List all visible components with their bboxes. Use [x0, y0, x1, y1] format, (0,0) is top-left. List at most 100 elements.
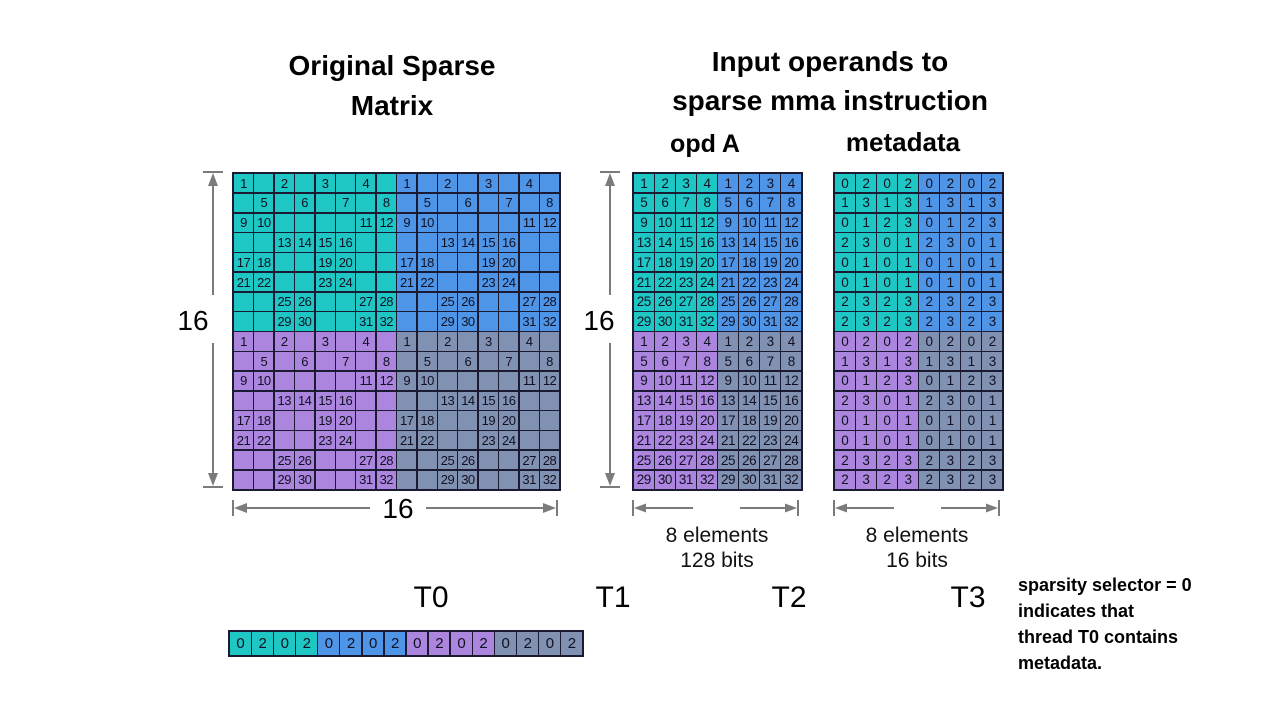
opd-a-cell: 19 — [676, 411, 696, 430]
opd-a-cell: 24 — [697, 431, 717, 450]
original-matrix-cell — [356, 411, 376, 430]
original-matrix-cell — [315, 450, 335, 470]
original-matrix-cell: 10 — [254, 213, 274, 232]
t0-metadata-strip-cell: 2 — [517, 632, 538, 655]
opd-a-cell: 28 — [781, 292, 801, 311]
original-matrix-cell: 8 — [376, 352, 396, 371]
metadata-cell: 1 — [982, 233, 1002, 252]
opd-a-cell: 10 — [655, 371, 675, 391]
original-matrix-cell — [295, 371, 315, 391]
metadata-cell: 0 — [877, 391, 897, 410]
metadata-cell: 2 — [877, 450, 897, 470]
metadata-cell: 0 — [961, 431, 981, 450]
metadata-cell: 3 — [982, 470, 1002, 489]
original-matrix-cell: 16 — [499, 233, 519, 252]
original-matrix-cell: 3 — [315, 332, 335, 351]
metadata-cell: 0 — [835, 431, 855, 450]
original-matrix-cell: 24 — [336, 272, 355, 292]
opd-a-cell: 22 — [655, 272, 675, 292]
opd-a-cell: 31 — [676, 312, 696, 331]
original-matrix-cell — [356, 193, 376, 213]
opd-a-cell: 15 — [676, 233, 696, 252]
original-matrix-cell: 20 — [499, 411, 519, 430]
metadata-cell: 0 — [835, 174, 855, 193]
thread-label-t2: T2 — [771, 581, 807, 614]
original-matrix-cell — [254, 470, 274, 489]
opd-a-cell: 12 — [781, 371, 801, 391]
original-matrix-cell: 4 — [519, 174, 539, 193]
opd-a-cell: 5 — [718, 193, 738, 213]
opd-a-cell: 25 — [718, 292, 738, 311]
original-matrix-cell: 28 — [376, 450, 396, 470]
metadata-width-caption-line1: 8 elements — [865, 524, 969, 547]
opd-a-cell: 30 — [655, 312, 675, 331]
metadata-cell: 1 — [982, 272, 1002, 292]
opd-a-cell: 26 — [655, 292, 675, 311]
metadata-cell: 3 — [982, 352, 1002, 371]
metadata-cell: 2 — [919, 233, 939, 252]
metadata-label: metadata — [845, 127, 961, 157]
opd-a-cell: 4 — [781, 174, 801, 193]
t0-metadata-strip-cell: 2 — [384, 632, 406, 655]
metadata-cell: 3 — [940, 292, 960, 311]
opd-a-cell: 24 — [781, 431, 801, 450]
metadata-cell: 0 — [835, 332, 855, 351]
original-matrix-cell: 27 — [356, 450, 376, 470]
opd-a-cell: 28 — [697, 450, 717, 470]
original-matrix-cell: 20 — [499, 253, 519, 272]
original-matrix-cell — [336, 213, 355, 232]
original-matrix-cell: 18 — [417, 253, 437, 272]
original-matrix-cell: 19 — [315, 411, 335, 430]
original-matrix-cell: 15 — [315, 391, 335, 410]
original-matrix-cell — [254, 174, 274, 193]
metadata-cell: 2 — [835, 292, 855, 311]
opd-a-cell: 4 — [697, 332, 717, 351]
original-matrix-cell: 14 — [295, 391, 315, 410]
original-matrix-cell: 26 — [295, 292, 315, 311]
opd-a-cell: 29 — [634, 312, 654, 331]
original-matrix-cell: 23 — [478, 431, 498, 450]
sparsity-note-line3: thread T0 contains — [1018, 627, 1179, 647]
original-matrix-cell — [376, 233, 396, 252]
metadata-cell: 2 — [961, 292, 981, 311]
original-matrix-cell: 32 — [540, 470, 559, 489]
original-matrix-cell: 16 — [499, 391, 519, 410]
metadata-cell: 0 — [919, 431, 939, 450]
original-matrix-cell: 28 — [376, 292, 396, 311]
t0-metadata-strip-cell: 0 — [539, 632, 560, 655]
original-matrix-cell — [458, 411, 478, 430]
opd-a-cell: 32 — [697, 312, 717, 331]
original-matrix-cell: 24 — [336, 431, 355, 450]
original-matrix-cell: 19 — [478, 411, 498, 430]
metadata-cell: 2 — [982, 174, 1002, 193]
opd-a-cell: 14 — [739, 391, 759, 410]
thread-label-t0: T0 — [413, 581, 449, 614]
opd-a-cell: 8 — [781, 352, 801, 371]
original-matrix-cell: 25 — [438, 450, 457, 470]
original-matrix-cell: 27 — [519, 450, 539, 470]
original-matrix-cell: 19 — [478, 253, 498, 272]
opd-a-cell: 29 — [718, 470, 738, 489]
original-matrix-cell — [315, 312, 335, 331]
original-matrix-cell: 18 — [254, 411, 274, 430]
original-matrix-cell — [417, 450, 437, 470]
opd-a-cell: 3 — [676, 332, 696, 351]
original-matrix-cell — [438, 272, 457, 292]
original-matrix-cell — [478, 312, 498, 331]
metadata-cell: 1 — [919, 193, 939, 213]
metadata-cell: 1 — [898, 391, 918, 410]
metadata-cell: 0 — [919, 411, 939, 430]
matrix-height-value: 16 — [177, 305, 209, 336]
original-matrix-cell: 31 — [356, 312, 376, 331]
original-matrix-cell — [234, 292, 253, 311]
t0-metadata-strip-cell: 0 — [230, 632, 251, 655]
original-matrix-cell: 13 — [438, 233, 457, 252]
original-matrix-cell — [254, 391, 274, 410]
opd-a-cell: 10 — [655, 213, 675, 232]
opd-a-cell: 3 — [760, 332, 780, 351]
metadata-cell: 3 — [940, 470, 960, 489]
original-matrix-cell: 21 — [234, 272, 253, 292]
original-matrix-cell: 9 — [234, 371, 253, 391]
opd-a-cell: 28 — [781, 450, 801, 470]
original-matrix-cell — [438, 371, 457, 391]
